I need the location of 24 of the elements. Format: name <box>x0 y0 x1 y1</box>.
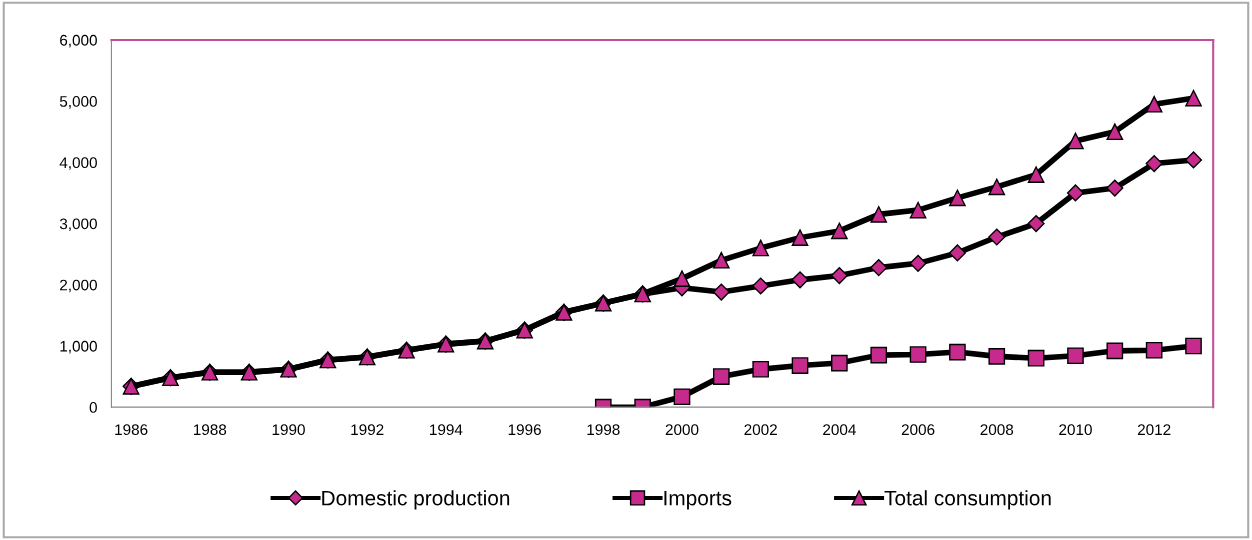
y-tick-label: 1,000 <box>60 340 97 354</box>
x-tick-label: 2002 <box>744 424 777 436</box>
x-tick-label: 1996 <box>508 424 541 436</box>
legend-label: Domestic production <box>322 490 510 510</box>
x-tick-label: 2004 <box>823 424 856 436</box>
y-tick-label: 3,000 <box>59 218 97 232</box>
x-tick-label: 1992 <box>351 424 384 436</box>
legend-label: Imports <box>664 490 732 510</box>
x-tick-label: 2008 <box>980 424 1014 436</box>
y-tick-label: 6,000 <box>60 34 97 48</box>
x-tick-label: 2000 <box>665 424 699 436</box>
y-tick-label: 4,000 <box>59 157 97 170</box>
x-tick-label: 2006 <box>901 424 935 436</box>
x-tick-label: 2012 <box>1137 424 1171 436</box>
x-tick-label: 2010 <box>1059 424 1092 436</box>
y-tick-label: 5,000 <box>59 96 97 109</box>
x-tick-label: 1994 <box>430 424 463 436</box>
legend-label: Total consumption <box>884 490 1051 510</box>
y-tick-label: 2,000 <box>60 279 97 293</box>
x-tick-label: 1990 <box>272 424 305 436</box>
y-tick-label: 0 <box>89 402 97 413</box>
x-tick-label: 1986 <box>115 424 148 436</box>
x-tick-label: 1988 <box>193 424 227 436</box>
x-tick-label: 1998 <box>587 424 620 436</box>
